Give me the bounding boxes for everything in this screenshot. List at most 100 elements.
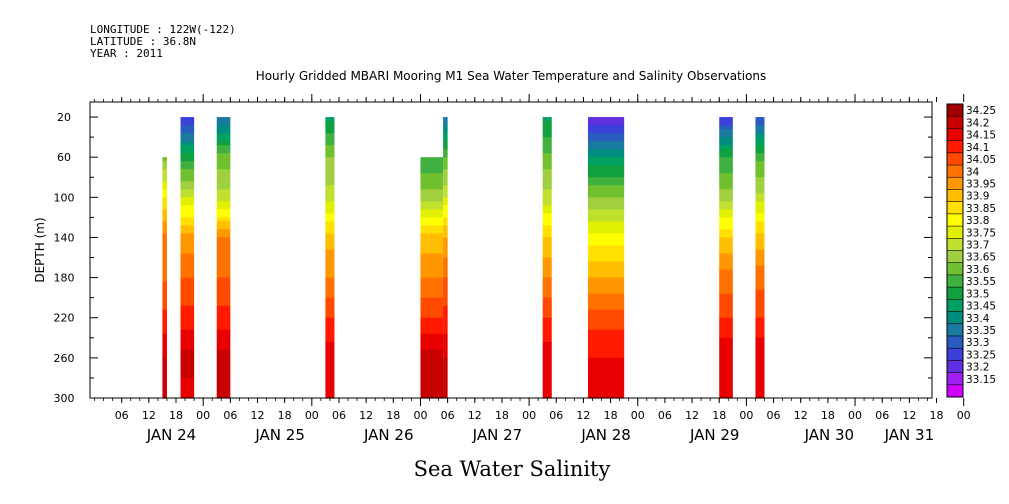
salinity-cell — [420, 189, 444, 194]
salinity-cell — [587, 277, 625, 283]
salinity-cell — [420, 225, 444, 231]
salinity-cell — [443, 169, 448, 174]
salinity-cell — [180, 365, 195, 371]
salinity-cell — [443, 201, 448, 206]
salinity-cell — [180, 249, 195, 255]
salinity-cell — [587, 161, 625, 166]
salinity-cell — [420, 221, 444, 227]
salinity-cell — [162, 229, 167, 235]
salinity-cell — [325, 169, 335, 174]
salinity-cell — [443, 205, 448, 210]
salinity-cell — [755, 369, 765, 375]
salinity-cell — [216, 257, 231, 263]
salinity-cell — [216, 205, 231, 210]
salinity-cell — [162, 389, 167, 395]
colorbar-swatch — [947, 335, 963, 349]
x-tick-label: 12 — [142, 409, 156, 422]
salinity-cell — [325, 165, 335, 170]
salinity-cell — [755, 201, 765, 206]
salinity-cell — [443, 313, 448, 319]
salinity-cell — [542, 317, 552, 323]
salinity-cell — [180, 145, 195, 150]
colorbar-label: 34.1 — [966, 142, 989, 154]
salinity-cell — [542, 153, 552, 158]
salinity-cell — [420, 201, 444, 206]
salinity-cell — [719, 301, 733, 307]
salinity-cell — [587, 297, 625, 303]
salinity-cell — [443, 145, 448, 150]
salinity-cell — [719, 277, 733, 283]
salinity-cell — [180, 237, 195, 243]
salinity-cell — [719, 161, 733, 166]
salinity-cell — [216, 221, 231, 227]
salinity-cell — [325, 209, 335, 214]
colorbar-label: 33.6 — [966, 264, 990, 276]
salinity-cell — [325, 329, 335, 335]
salinity-cell — [180, 177, 195, 182]
salinity-cell — [325, 365, 335, 371]
salinity-cell — [180, 377, 195, 383]
salinity-cell — [420, 329, 444, 335]
salinity-cell — [180, 345, 195, 351]
salinity-cell — [587, 125, 625, 130]
colorbar-label: 33.25 — [966, 349, 996, 361]
colorbar-swatch — [947, 238, 963, 251]
salinity-cell — [719, 169, 733, 174]
colorbar-label: 33.75 — [966, 227, 996, 239]
salinity-cell — [755, 305, 765, 311]
salinity-cell — [162, 205, 167, 210]
colorbar: 34.2534.234.1534.134.053433.9533.933.853… — [946, 103, 996, 398]
salinity-cell — [420, 181, 444, 186]
salinity-cell — [162, 329, 167, 335]
salinity-cell — [325, 189, 335, 194]
colorbar-swatch — [947, 177, 963, 190]
salinity-cell — [587, 373, 625, 379]
salinity-cell — [542, 361, 552, 367]
salinity-cell — [587, 285, 625, 291]
salinity-cell — [443, 377, 448, 383]
salinity-cell — [719, 313, 733, 319]
salinity-cell — [719, 293, 733, 299]
salinity-cell — [180, 317, 195, 323]
salinity-cell — [162, 349, 167, 355]
salinity-cell — [216, 309, 231, 315]
salinity-cell — [443, 365, 448, 371]
salinity-cell — [755, 121, 765, 126]
salinity-cell — [216, 117, 231, 122]
salinity-cell — [420, 293, 444, 299]
salinity-cell — [443, 393, 448, 399]
salinity-cell — [719, 281, 733, 287]
salinity-cell — [180, 373, 195, 379]
salinity-cell — [420, 273, 444, 279]
colorbar-label: 33.5 — [966, 288, 989, 300]
colorbar-swatch — [947, 311, 963, 325]
salinity-cell — [755, 301, 765, 307]
salinity-cell — [542, 229, 552, 235]
x-tick-label: 12 — [794, 409, 808, 422]
salinity-cell — [719, 237, 733, 243]
salinity-cell — [420, 257, 444, 263]
salinity-cell — [420, 289, 444, 295]
salinity-cell — [443, 265, 448, 271]
salinity-cell — [755, 329, 765, 335]
salinity-cell — [719, 181, 733, 186]
salinity-cell — [443, 277, 448, 283]
salinity-cell — [719, 361, 733, 367]
salinity-cell — [162, 181, 167, 186]
salinity-cell — [542, 329, 552, 335]
salinity-cell — [420, 333, 444, 339]
salinity-cell — [325, 233, 335, 239]
salinity-cell — [162, 189, 167, 194]
salinity-cell — [420, 177, 444, 182]
salinity-cell — [420, 269, 444, 275]
colorbar-swatch — [947, 323, 963, 337]
salinity-cell — [542, 345, 552, 351]
salinity-cell — [587, 189, 625, 194]
x-tick-label: 00 — [739, 409, 753, 422]
salinity-cell — [587, 173, 625, 178]
salinity-cell — [443, 133, 448, 138]
salinity-cell — [325, 213, 335, 218]
salinity-cell — [755, 321, 765, 327]
salinity-cell — [542, 157, 552, 162]
salinity-cell — [325, 349, 335, 355]
